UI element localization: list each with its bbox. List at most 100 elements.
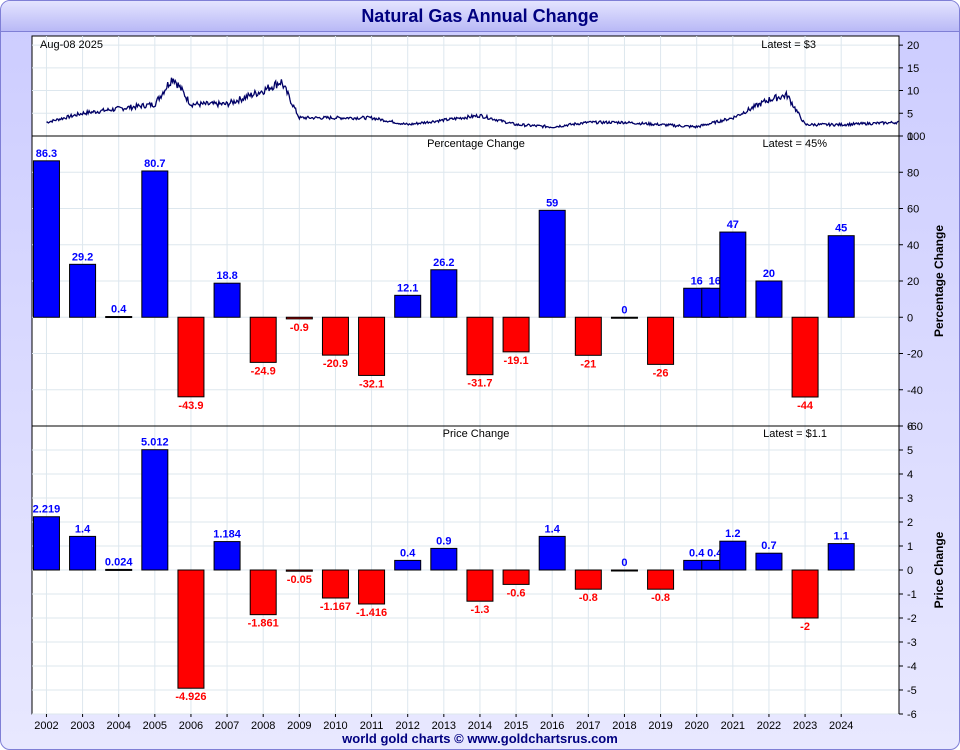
date-label: Aug-08 2025	[40, 39, 103, 51]
latest-price-label: Latest = $3	[761, 39, 816, 51]
y-tick-label: -2	[907, 613, 917, 625]
x-tick-label: 2009	[287, 720, 311, 731]
price-change-data-label: -0.6	[507, 587, 526, 599]
y-tick-label: 5	[907, 108, 913, 120]
price-change-bar	[394, 559, 422, 571]
percentage-bar	[791, 316, 819, 398]
percentage-data-label: 26.2	[433, 257, 454, 269]
price-change-data-label: 1.1	[834, 531, 849, 543]
price-change-bar	[105, 568, 133, 571]
price-change-bar	[466, 569, 494, 602]
price-change-bar	[141, 449, 169, 571]
percentage-data-label: 18.8	[216, 270, 237, 282]
price-change-y-axis-label: Price Change	[932, 531, 946, 608]
price-change-data-label: -1.167	[320, 601, 351, 613]
price-change-bar	[430, 547, 458, 571]
percentage-bar	[502, 316, 530, 353]
price-change-bar	[69, 535, 97, 571]
x-tick-label: 2006	[179, 720, 203, 731]
percentage-y-axis-label: Percentage Change	[932, 225, 946, 337]
y-tick-label: -40	[907, 385, 923, 397]
percentage-bar	[32, 160, 60, 318]
price-change-data-label: 1.4	[545, 523, 561, 535]
x-tick-label: 2022	[757, 720, 781, 731]
x-tick-label: 2008	[251, 720, 275, 731]
x-tick-label: 2018	[612, 720, 636, 731]
x-tick-label: 2003	[70, 720, 94, 731]
percentage-bar	[69, 263, 97, 318]
price-change-data-label: 0	[621, 557, 627, 569]
y-tick-label: -6	[907, 709, 917, 721]
price-change-data-label: 0.9	[436, 535, 451, 547]
percentage-data-label: -24.9	[251, 365, 276, 377]
price-change-data-label: 1.184	[213, 529, 241, 541]
y-tick-label: 10	[907, 86, 919, 98]
percentage-data-label: 20	[763, 268, 775, 280]
percentage-bar	[358, 316, 386, 376]
x-tick-label: 2016	[540, 720, 564, 731]
price-change-latest-label: Latest = $1.1	[763, 428, 827, 440]
price-change-data-label: -4.926	[175, 691, 206, 703]
percentage-bar	[827, 235, 855, 318]
percentage-data-label: -20.9	[323, 358, 348, 370]
y-tick-label: 80	[907, 167, 919, 179]
percentage-data-label: -31.7	[467, 378, 492, 390]
plot-area	[31, 35, 900, 715]
price-change-bar	[502, 569, 530, 585]
percentage-latest-label: Latest = 45%	[762, 138, 827, 150]
percentage-data-label: -0.9	[290, 322, 309, 334]
percentage-bar	[285, 316, 313, 320]
y-tick-label: -5	[907, 685, 917, 697]
price-change-bar	[538, 535, 566, 571]
price-change-data-label: 5.012	[141, 437, 169, 449]
y-tick-label: 0	[907, 131, 913, 143]
percentage-bar	[141, 170, 169, 318]
price-change-data-label: 0.7	[761, 540, 776, 552]
x-tick-label: 2014	[468, 720, 492, 731]
x-tick-label: 2007	[215, 720, 239, 731]
x-tick-label: 2017	[576, 720, 600, 731]
x-tick-label: 2010	[323, 720, 347, 731]
price-change-data-label: 0.4	[400, 547, 416, 559]
x-tick-label: 2023	[793, 720, 817, 731]
percentage-data-label: 59	[546, 197, 558, 209]
y-tick-label: 40	[907, 240, 919, 252]
percentage-data-label: 45	[835, 223, 847, 235]
price-change-data-label: -0.8	[651, 592, 670, 604]
price-change-data-label: 0.4	[707, 547, 723, 559]
percentage-data-label: 86.3	[36, 148, 57, 160]
footer-credit: world gold charts © www.goldchartsrus.co…	[342, 731, 618, 746]
price-change-data-label: -1.416	[356, 607, 387, 619]
price-series-line	[46, 77, 900, 129]
y-tick-label: 20	[907, 40, 919, 52]
percentage-data-label: -21	[580, 358, 596, 370]
percentage-bar	[430, 269, 458, 318]
percentage-bar	[321, 316, 349, 356]
price-change-bar	[321, 569, 349, 599]
percentage-data-label: -44	[797, 400, 814, 412]
price-change-data-label: 1.4	[75, 523, 91, 535]
percentage-data-label: 0.4	[111, 304, 127, 316]
y-tick-label: 1	[907, 541, 913, 553]
price-change-bar	[177, 569, 205, 689]
y-tick-label: -60	[907, 421, 923, 433]
price-change-data-label: 0.4	[689, 547, 705, 559]
price-change-bar	[574, 569, 602, 590]
y-tick-label: -1	[907, 589, 917, 601]
percentage-data-label: -19.1	[504, 355, 529, 367]
price-change-bar	[32, 516, 60, 571]
chart-title: Natural Gas Annual Change	[1, 1, 959, 32]
percentage-data-label: -26	[653, 367, 669, 379]
x-tick-label: 2015	[504, 720, 528, 731]
y-tick-label: 100	[907, 131, 925, 143]
y-tick-label: 20	[907, 276, 919, 288]
percentage-bar	[249, 316, 277, 363]
x-tick-label: 2024	[829, 720, 853, 731]
percentage-bar	[719, 231, 747, 318]
x-tick-label: 2021	[721, 720, 745, 731]
x-tick-label: 2013	[432, 720, 456, 731]
y-tick-label: 0	[907, 565, 913, 577]
price-change-bar	[719, 540, 747, 571]
percentage-bar	[538, 209, 566, 318]
